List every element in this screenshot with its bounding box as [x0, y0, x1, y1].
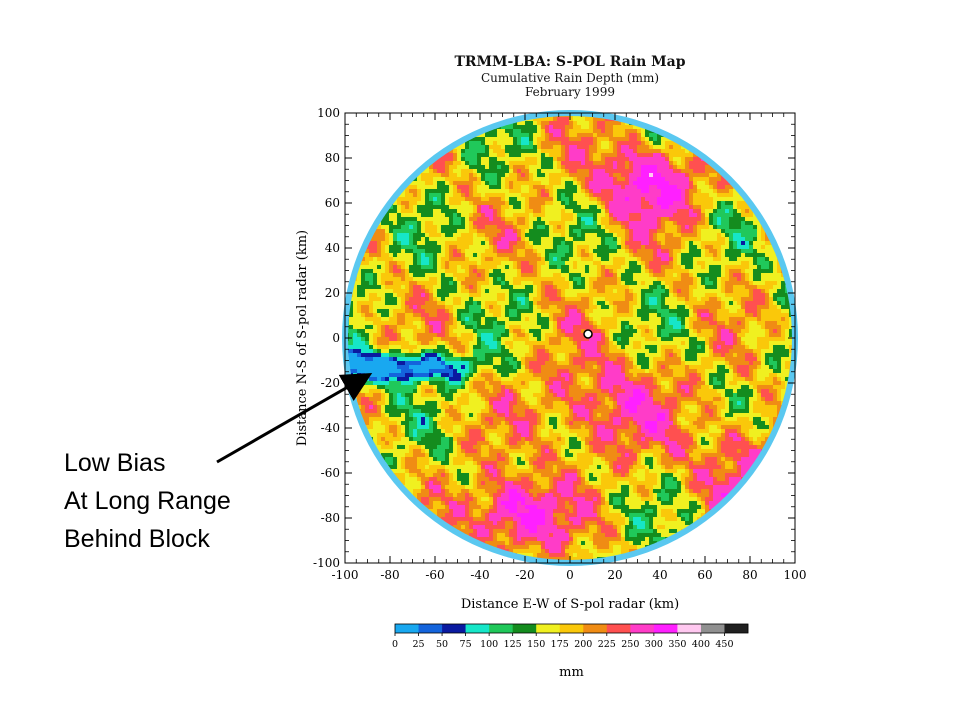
y-tick-label: -100 — [313, 556, 340, 570]
chart-title-block: TRMM-LBA: S-POL Rain Map Cumulative Rain… — [400, 54, 740, 99]
annotation-arrow — [216, 373, 373, 464]
colorbar-swatch — [700, 624, 725, 633]
y-axis-label: Distance N-S of S-pol radar (km) — [295, 230, 310, 446]
y-tick-label: 40 — [325, 241, 340, 255]
colorbar-swatch — [677, 624, 702, 633]
colorbar-swatch — [559, 624, 584, 633]
colorbar-tick-label: 0 — [392, 639, 398, 650]
colorbar-tick-label: 150 — [527, 639, 545, 650]
plot-area — [342, 110, 798, 566]
colorbar-swatch — [489, 624, 513, 633]
colorbar-swatch — [465, 624, 490, 633]
colorbar-tick-label: 200 — [574, 639, 592, 650]
annotation-line-3: Behind Block — [64, 525, 210, 553]
colorbar-tick-label: 225 — [598, 639, 616, 650]
colorbar-swatch — [583, 624, 608, 633]
y-tick-label: 100 — [317, 106, 340, 120]
colorbar-tick-label: 75 — [460, 639, 472, 650]
colorbar-swatch — [724, 624, 749, 633]
colorbar-tick-label: 125 — [504, 639, 522, 650]
colorbar-swatch — [536, 624, 561, 633]
chart-subtitle-2: February 1999 — [525, 85, 615, 99]
colorbar-swatch — [395, 624, 419, 633]
y-tick-label: -80 — [321, 511, 340, 525]
x-tick-label: 60 — [697, 568, 712, 582]
x-tick-label: -60 — [425, 568, 444, 582]
colorbar-tick-label: 25 — [412, 639, 424, 650]
colorbar: 0 25 50 75 100 125 150 175 200 225 250 300 350 400 450… — [392, 623, 749, 680]
x-tick-label: 40 — [652, 568, 667, 582]
colorbar-swatch — [418, 624, 443, 633]
colorbar-swatch — [630, 624, 655, 633]
annotation-text: Low Bias At Long Range Behind Block — [64, 444, 231, 558]
colorbar-swatch — [653, 624, 678, 633]
colorbar-frame — [394, 623, 749, 634]
chart-subtitle-1: Cumulative Rain Depth (mm) — [480, 71, 660, 85]
x-axis-label: Distance E-W of S-pol radar (km) — [461, 597, 679, 612]
y-tick-label: -60 — [321, 466, 340, 480]
radar-site-marker — [583, 329, 593, 339]
colorbar-tick-label: 400 — [692, 639, 710, 650]
y-tick-label: -40 — [321, 421, 340, 435]
x-tick-label: 20 — [607, 568, 622, 582]
chart-title: TRMM-LBA: S-POL Rain Map — [454, 54, 686, 70]
x-tick-label: -100 — [332, 568, 359, 582]
x-tick-label: 100 — [784, 568, 807, 582]
colorbar-unit-label: mm — [559, 665, 584, 680]
y-tick-label: 20 — [325, 286, 340, 300]
y-tick-label: 80 — [325, 151, 340, 165]
colorbar-tick-label: 175 — [551, 639, 569, 650]
colorbar-tick-label: 50 — [436, 639, 448, 650]
x-tick-label: -80 — [380, 568, 399, 582]
colorbar-swatch — [606, 624, 631, 633]
annotation-line-1: Low Bias — [64, 449, 166, 477]
y-tick-label: 0 — [332, 331, 340, 345]
colorbar-tick-label: 300 — [645, 639, 663, 650]
x-tick-label: -20 — [515, 568, 534, 582]
x-tick-label: 0 — [566, 568, 574, 582]
axes: -100 -80 -60 -40 -20 0 20 40 60 80 100 100 80 60 40 20 0… — [295, 106, 806, 612]
colorbar-swatch — [442, 624, 466, 633]
colorbar-swatch — [512, 624, 537, 633]
y-tick-label: 60 — [325, 196, 340, 210]
x-tick-label: 80 — [742, 568, 757, 582]
x-tick-label: -40 — [470, 568, 489, 582]
colorbar-tick-label: 100 — [480, 639, 498, 650]
y-tick-label: -20 — [321, 376, 340, 390]
colorbar-tick-label: 450 — [715, 639, 733, 650]
annotation-line-2: At Long Range — [64, 487, 231, 515]
colorbar-tick-label: 350 — [668, 639, 686, 650]
colorbar-tick-label: 250 — [621, 639, 639, 650]
